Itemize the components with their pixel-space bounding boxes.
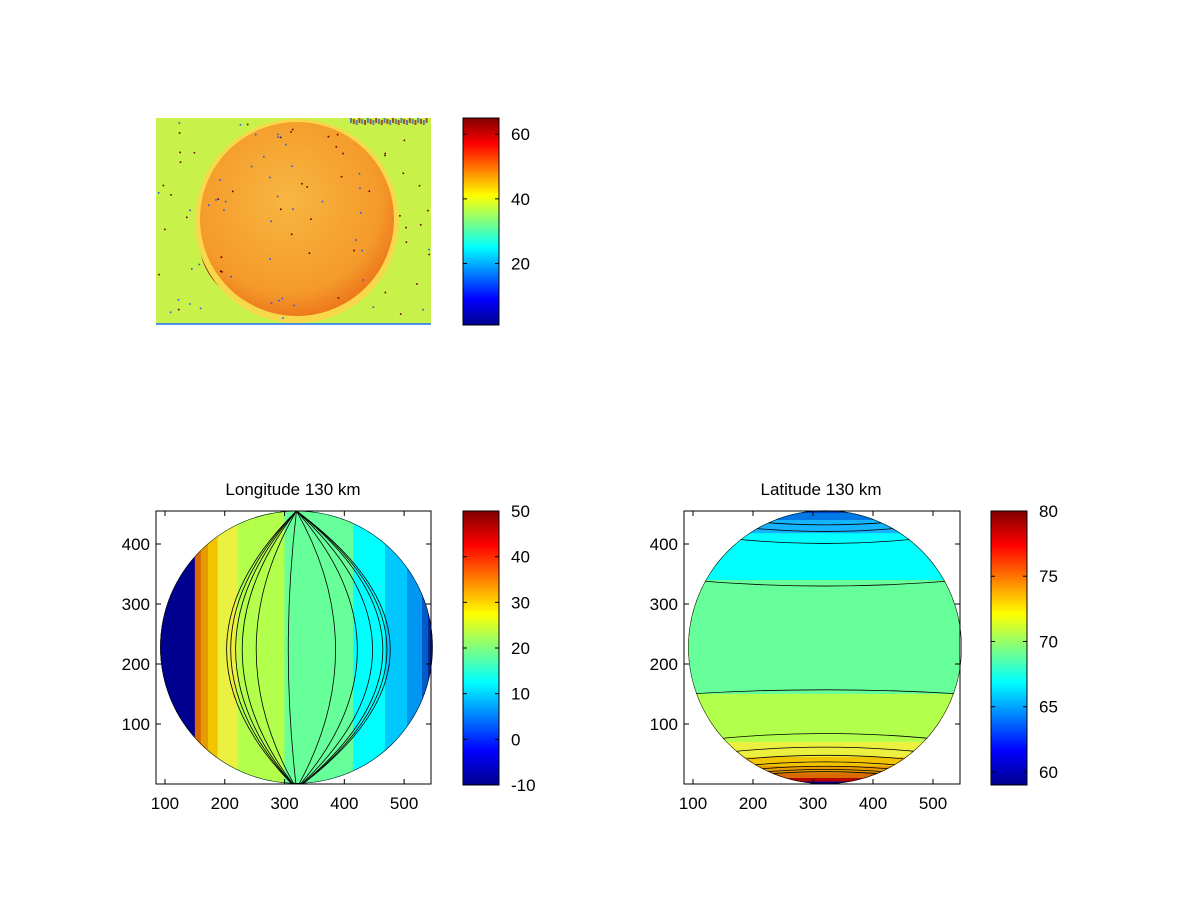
- contour-line: [255, 510, 297, 784]
- contour-line: [296, 510, 388, 784]
- y-tick-label: 200: [122, 655, 150, 674]
- colorbar-3-tick-label: 70: [1039, 632, 1058, 651]
- panel-image: 20 40 60: [156, 117, 530, 326]
- contour-line: [296, 510, 384, 784]
- x-tick-label: 300: [799, 794, 827, 813]
- x-tick-label: 400: [859, 794, 887, 813]
- y-tick-label: 400: [122, 535, 150, 554]
- x-tick-label: 300: [270, 794, 298, 813]
- contour-line: [296, 510, 358, 784]
- contour-line: [296, 510, 373, 784]
- colorbar-1-tick-label: 60: [511, 125, 530, 144]
- panel-latitude: Latitude 130 km 100 200 300 400 500 100 200 300…: [650, 480, 1058, 813]
- colorbar-3-gradient: [990, 510, 1028, 786]
- colorbar-3-tick-label: 80: [1039, 502, 1058, 521]
- contour-line: [688, 689, 962, 695]
- contour-line: [241, 510, 297, 784]
- panel-longitude: Longitude 130 km 100 200 300 400 50010020030…: [122, 480, 536, 813]
- contour-band: [160, 511, 195, 784]
- x-tick-label: 100: [679, 794, 707, 813]
- colorbar-2-tick-label: 50: [511, 502, 530, 521]
- x-tick-label: 500: [390, 794, 418, 813]
- contour-line: [230, 510, 297, 784]
- contour-line: [235, 510, 297, 784]
- x-tick-label: 200: [211, 794, 239, 813]
- x-tick-label: 500: [919, 794, 947, 813]
- axes-latitude: 100 200 300 400 500 100 200 300 400: [650, 511, 960, 813]
- colorbar-1-gradient: [462, 117, 500, 326]
- axes-frame-latitude: [683, 510, 961, 785]
- latitude-contour-bands: [688, 510, 962, 785]
- colorbar-2-gradient: [462, 510, 500, 786]
- y-tick-label: 200: [650, 655, 678, 674]
- x-tick-label: 400: [330, 794, 358, 813]
- axes-frame-longitude: [155, 510, 432, 785]
- chart-title-longitude: Longitude 130 km: [225, 480, 360, 499]
- contour-line: [296, 510, 391, 784]
- colorbar-2-tick-label: 0: [511, 730, 520, 749]
- contour-band: [688, 511, 960, 520]
- contour-line: [287, 510, 297, 784]
- colorbar-2-tick-label: 10: [511, 685, 530, 704]
- colorbar-1-tick-label: 20: [511, 255, 530, 274]
- colorbar-3-tick-label: 75: [1039, 567, 1058, 586]
- colorbar-2-tick-label: 40: [511, 548, 530, 567]
- image-noise: [157, 118, 430, 319]
- colorbar-3: 80 75 70 65 60: [990, 502, 1058, 786]
- y-tick-label: 100: [122, 715, 150, 734]
- colorbar-3-tick-label: 65: [1039, 698, 1058, 717]
- contour-line: [296, 510, 336, 784]
- y-tick-label: 300: [650, 595, 678, 614]
- colorbar-2-tick-label: 30: [511, 593, 530, 612]
- x-tick-label: 100: [151, 794, 179, 813]
- colorbar-2: 50 40 30 20 10 0 -10: [462, 502, 536, 795]
- colorbar-3-tick-label: 60: [1039, 763, 1058, 782]
- y-tick-label: 400: [650, 535, 678, 554]
- colorbar-2-tick-label: 20: [511, 639, 530, 658]
- y-tick-label: 100: [650, 715, 678, 734]
- contour-line: [226, 510, 297, 784]
- axes-longitude: 100 200 300 400 500 100 200 300 400: [122, 511, 431, 813]
- y-tick-label: 300: [122, 595, 150, 614]
- x-tick-label: 200: [739, 794, 767, 813]
- colorbar-1: 20 40 60: [462, 117, 530, 326]
- contour-band: [688, 511, 960, 513]
- chart-title-latitude: Latitude 130 km: [761, 480, 882, 499]
- colorbar-1-tick-label: 40: [511, 190, 530, 209]
- image-disk: [200, 122, 394, 316]
- contour-line: [688, 579, 962, 587]
- colorbar-2-tick-label: -10: [511, 776, 536, 795]
- longitude-contour-bands: [160, 510, 433, 784]
